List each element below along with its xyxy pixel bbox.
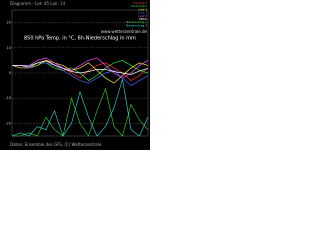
y-tick-label: -20 [5, 121, 11, 125]
series-line [12, 57, 149, 79]
y-tick-label: 0 [9, 71, 11, 75]
legend-entry: Kontrolllauf [131, 4, 148, 8]
legend-entry: Lauf 3 [138, 14, 147, 18]
series-line [12, 60, 149, 75]
legend-entry: Hauptlauf [133, 1, 148, 5]
chart-footer: Daten: Ensemble des GFS, (C) Wetterzentr… [10, 142, 102, 147]
precip-line [12, 87, 149, 137]
series-line [12, 62, 149, 87]
y-tick-label: 20 [7, 21, 11, 25]
precip-line [11, 79, 149, 137]
chart: Diagramm - Lat: 45 Lon: 14 www.wetterzen… [0, 0, 150, 150]
legend-entry: Mittel [139, 17, 147, 21]
chart-header: Diagramm - Lat: 45 Lon: 14 [10, 1, 66, 6]
legend-entry: Niederschlag 2 [126, 23, 147, 27]
chart-source: www.wetterzentrale.de [101, 29, 148, 34]
y-tick-label: -10 [5, 96, 11, 100]
chart-title: 850 hPa Temp. in °C, 6h-Niederschlag in … [24, 36, 136, 42]
legend-entry: Lauf 1 [138, 7, 147, 11]
legend-entry: Niederschlag 1 [126, 20, 147, 24]
legend-entry: Lauf 2 [138, 11, 147, 15]
series-line [11, 60, 149, 84]
y-tick-label: 10 [7, 46, 11, 50]
